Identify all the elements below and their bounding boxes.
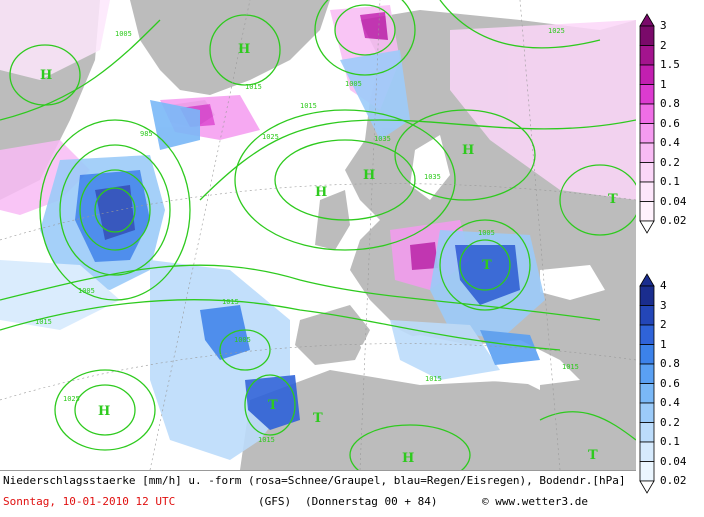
low-pressure-label: T <box>268 398 278 413</box>
isobar-label: 1015 <box>425 375 442 383</box>
isobar-label: 1025 <box>548 27 565 35</box>
isobar-label: 1025 <box>63 395 80 403</box>
isobar-label: 1015 <box>222 298 239 306</box>
map-canvas <box>0 0 636 470</box>
caption-model: (GFS) <box>258 495 292 508</box>
isobar-label: 1025 <box>262 133 279 141</box>
colorbar-swatch <box>639 324 655 345</box>
legend-value-label: 0.8 <box>660 97 680 110</box>
legend-value-label: 4 <box>660 279 667 292</box>
isobar-label: 1015 <box>245 83 262 91</box>
legend-value-label: 0.02 <box>660 214 687 227</box>
rain-areas <box>0 50 545 460</box>
colorbar-top-arrow <box>639 273 655 287</box>
colorbar-swatch <box>639 422 655 443</box>
isobars <box>0 0 636 470</box>
colorbar-swatch <box>639 305 655 326</box>
high-pressure-label: H <box>238 42 251 57</box>
legend-value-label: 0.2 <box>660 415 680 429</box>
high-pressure-label: H <box>315 185 328 200</box>
black-sea <box>540 265 605 300</box>
legend-value-label: 0.2 <box>660 155 680 169</box>
colorbar-swatch <box>639 25 655 46</box>
colorbar-swatch <box>639 363 655 384</box>
legend-value-label: 1 <box>660 337 667 351</box>
low-pressure-label: T <box>313 411 323 426</box>
legend-value-label: 1 <box>660 77 667 91</box>
colorbar-swatch <box>639 162 655 183</box>
lat-lon-grid <box>0 0 636 470</box>
high-pressure-label: H <box>402 451 415 466</box>
legend-value-label: 0.4 <box>660 136 680 149</box>
legend-value-label: 0.4 <box>660 396 680 409</box>
caption-copyright: © www.wetter3.de <box>482 495 588 508</box>
rain-colorbar <box>639 273 655 494</box>
legend-value-label: 1.5 <box>660 58 680 71</box>
high-pressure-label: H <box>98 404 111 419</box>
colorbar-swatch <box>639 461 655 482</box>
high-pressure-label: H <box>363 168 376 183</box>
legend-value-label: 0.6 <box>660 116 680 130</box>
isobar-label: 1015 <box>258 436 275 444</box>
isobar-label: 1005 <box>345 80 362 88</box>
caption-date: Sonntag, 10-01-2010 12 UTC <box>3 495 176 508</box>
landmass-greenland <box>130 0 330 95</box>
high-pressure-label: H <box>40 68 53 83</box>
isobar-label: 985 <box>140 130 153 138</box>
colorbar-bottom-arrow <box>639 220 655 234</box>
colorbar-swatch <box>639 285 655 306</box>
landmass-iberia <box>295 305 370 365</box>
colorbar-swatch <box>639 142 655 163</box>
isobar-label: 1015 <box>562 363 579 371</box>
precipitation-map: H H H H H H H T T T T T 1005 1005 1015 1… <box>0 0 636 470</box>
legend-value-label: 0.04 <box>660 194 687 208</box>
isobar-label: 1005 <box>115 30 132 38</box>
landmass-north-africa <box>240 370 636 470</box>
colorbar-swatch <box>639 441 655 462</box>
colorbar-swatch <box>639 383 655 404</box>
colorbar-swatch <box>639 402 655 423</box>
isobar-label: 1005 <box>234 336 251 344</box>
legend-value-label: 0.04 <box>660 454 687 468</box>
legend-value-label: 0.1 <box>660 435 680 448</box>
low-pressure-label: T <box>482 258 492 273</box>
colorbar-swatch <box>639 45 655 66</box>
colorbar-swatch <box>639 103 655 124</box>
legend-value-label: 0.1 <box>660 175 680 188</box>
isobar-label: 1005 <box>478 229 495 237</box>
colorbar-top-arrow <box>639 13 655 27</box>
colorbar-swatch <box>639 123 655 144</box>
low-pressure-label: T <box>588 448 598 463</box>
high-pressure-label: H <box>462 143 475 158</box>
caption-forecast: (Donnerstag 00 + 84) <box>305 495 438 508</box>
legend-value-label: 3 <box>660 298 667 312</box>
colorbar-bottom-arrow <box>639 480 655 494</box>
colorbar-swatch <box>639 84 655 105</box>
isobar-label: 1015 <box>35 318 52 326</box>
caption-description: Niederschlagsstaerke [mm/h] u. -form (ro… <box>3 474 626 487</box>
legend-panel: 3 2 1.5 1 0.8 0.6 0.4 0.2 0.1 0.04 0.02 4 3 2 1 0.8 0.6… <box>636 0 704 513</box>
legend-value-label: 2 <box>660 38 667 52</box>
low-pressure-label: T <box>608 192 618 207</box>
isobar-label: 1035 <box>374 135 391 143</box>
caption-area: Niederschlagsstaerke [mm/h] u. -form (ro… <box>0 470 636 514</box>
legend-value-label: 2 <box>660 318 667 331</box>
legend-value-label: 0.6 <box>660 376 680 390</box>
isobar-label: 1005 <box>78 287 95 295</box>
colorbar-swatch <box>639 344 655 365</box>
legend-colorbars <box>639 13 655 494</box>
colorbar-swatch <box>639 181 655 202</box>
legend-value-label: 0.8 <box>660 357 680 370</box>
isobar-label: 1015 <box>300 102 317 110</box>
legend-value-label: 3 <box>660 19 667 32</box>
colorbar-swatch <box>639 64 655 85</box>
legend-value-label: 0.02 <box>660 474 687 487</box>
colorbar-swatch <box>639 201 655 222</box>
isobar-label: 1035 <box>424 173 441 181</box>
snow-colorbar <box>639 13 655 234</box>
